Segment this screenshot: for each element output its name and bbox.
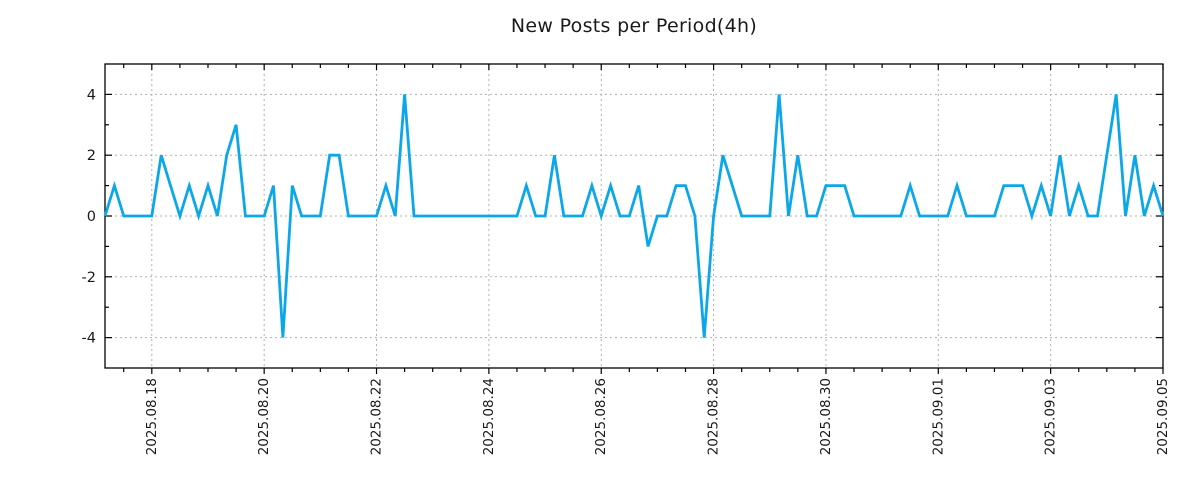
y-tick-label: -4 <box>82 331 96 347</box>
data-series-line <box>103 94 1165 338</box>
x-tick-label: 2025.08.26 <box>593 378 609 455</box>
y-tick-label: 4 <box>87 87 96 103</box>
x-tick-label: 2025.09.01 <box>930 378 946 455</box>
x-tick-label: 2025.08.20 <box>256 378 272 455</box>
y-tick-label: 2 <box>87 148 96 164</box>
x-tick-label: 2025.08.24 <box>481 378 497 455</box>
y-tick-label: -2 <box>82 270 96 286</box>
y-tick-label: 0 <box>87 209 96 225</box>
x-tick-label: 2025.09.03 <box>1043 378 1059 455</box>
x-tick-label: 2025.08.30 <box>818 378 834 455</box>
x-tick-label: 2025.08.22 <box>369 378 385 455</box>
chart-title: New Posts per Period(4h) <box>510 15 758 37</box>
x-tick-label: 2025.08.28 <box>706 378 722 455</box>
x-tick-label: 2025.08.18 <box>144 378 160 455</box>
x-tick-label: 2025.09.05 <box>1155 378 1171 455</box>
